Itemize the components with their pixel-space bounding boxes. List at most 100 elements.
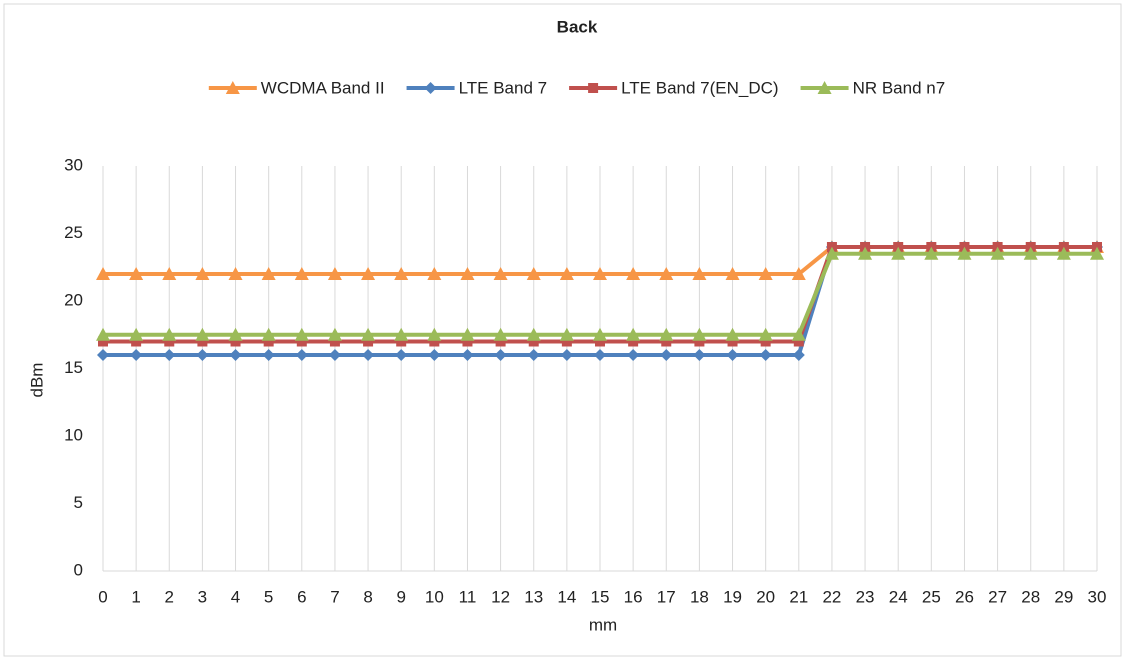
marker — [162, 267, 177, 280]
marker — [493, 327, 508, 341]
x-axis-label: mm — [589, 615, 617, 634]
marker — [195, 267, 210, 280]
x-tick-label: 14 — [557, 587, 576, 606]
y-tick-label: 20 — [64, 290, 83, 309]
marker — [692, 267, 707, 280]
marker — [1090, 246, 1104, 260]
x-tick-label: 20 — [756, 587, 775, 606]
x-tick-label: 28 — [1021, 587, 1040, 606]
marker — [924, 246, 939, 260]
marker — [594, 349, 606, 361]
marker — [626, 267, 641, 280]
legend-item: LTE Band 7(EN_DC) — [569, 78, 779, 97]
marker — [858, 246, 873, 260]
x-tick-label: 25 — [922, 587, 941, 606]
marker — [593, 267, 607, 280]
x-tick-label: 17 — [657, 587, 676, 606]
marker — [460, 327, 475, 341]
y-tick-label: 25 — [64, 223, 83, 242]
marker — [725, 267, 740, 280]
marker — [494, 349, 507, 361]
x-tick-label: 6 — [297, 587, 306, 606]
x-tick-label: 13 — [524, 587, 543, 606]
marker — [328, 349, 341, 361]
marker — [560, 349, 573, 361]
marker — [460, 267, 475, 280]
x-tick-label: 18 — [690, 587, 709, 606]
marker — [294, 327, 309, 341]
y-tick-label: 15 — [64, 358, 83, 377]
marker — [758, 327, 773, 341]
marker — [1056, 246, 1071, 260]
x-tick-label: 10 — [425, 587, 444, 606]
marker — [261, 267, 276, 280]
marker — [295, 349, 308, 361]
marker — [461, 349, 474, 361]
marker — [294, 267, 309, 280]
x-tick-label: 22 — [822, 587, 841, 606]
marker — [129, 327, 144, 341]
x-tick-label: 19 — [723, 587, 742, 606]
marker — [725, 327, 740, 341]
marker — [424, 82, 437, 94]
marker — [229, 349, 242, 361]
marker — [891, 246, 906, 260]
marker — [593, 327, 607, 341]
marker — [428, 349, 441, 361]
x-tick-label: 11 — [459, 587, 477, 606]
x-tick-label: 4 — [231, 587, 240, 606]
y-tick-label: 10 — [64, 425, 83, 444]
x-tick-label: 30 — [1088, 587, 1107, 606]
marker — [791, 327, 806, 341]
x-tick-label: 26 — [955, 587, 974, 606]
marker — [559, 327, 574, 341]
marker — [261, 327, 276, 341]
marker — [659, 327, 674, 341]
marker — [394, 327, 409, 341]
marker — [817, 81, 832, 94]
marker — [327, 267, 342, 280]
marker — [395, 349, 408, 361]
legend-item: LTE Band 7 — [406, 78, 548, 97]
marker — [262, 349, 275, 361]
marker — [526, 267, 541, 280]
y-tick-label: 30 — [64, 155, 83, 174]
marker — [361, 267, 376, 280]
marker — [195, 327, 210, 341]
marker — [758, 267, 773, 280]
marker — [327, 327, 342, 341]
x-tick-label: 27 — [988, 587, 1007, 606]
marker — [362, 349, 375, 361]
marker — [225, 81, 240, 94]
marker — [394, 267, 409, 280]
chart-title: Back — [557, 17, 598, 36]
x-tick-label: 23 — [856, 587, 875, 606]
marker — [759, 349, 772, 361]
x-tick-label: 8 — [363, 587, 372, 606]
marker — [693, 349, 706, 361]
x-tick-label: 7 — [330, 587, 339, 606]
marker — [96, 327, 110, 341]
marker — [129, 267, 144, 280]
x-tick-label: 9 — [396, 587, 405, 606]
x-tick-label: 15 — [591, 587, 610, 606]
marker — [196, 349, 209, 361]
legend-label: NR Band n7 — [853, 78, 946, 97]
marker — [427, 267, 442, 280]
marker — [659, 267, 674, 280]
marker — [1023, 246, 1038, 260]
legend-label: LTE Band 7 — [459, 78, 548, 97]
marker — [228, 327, 243, 341]
marker — [692, 327, 707, 341]
legend: WCDMA Band II LTE Band 7 LTE Band 7(EN_DC)… — [208, 78, 946, 97]
x-tick-label: 24 — [889, 587, 908, 606]
marker — [626, 327, 641, 341]
x-tick-label: 0 — [98, 587, 107, 606]
marker — [957, 246, 972, 260]
y-tick-label: 5 — [74, 493, 83, 512]
marker — [559, 267, 574, 280]
marker — [493, 267, 508, 280]
y-tick-label: 0 — [74, 560, 83, 579]
y-axis-label: dBm — [27, 363, 46, 398]
